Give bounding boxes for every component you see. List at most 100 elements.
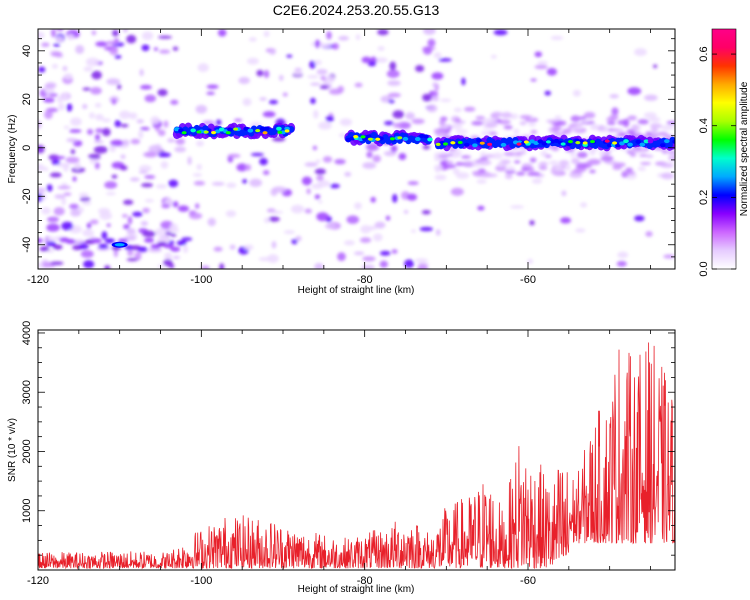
- spectrogram-cell: [645, 154, 654, 159]
- spectrogram-cell: [150, 116, 160, 125]
- spectrogram-cell: [38, 238, 43, 244]
- spectrogram-cell: [516, 171, 526, 176]
- spectrogram-cell: [446, 160, 454, 166]
- band-cell: [463, 142, 470, 147]
- spectrogram-cell: [353, 251, 365, 256]
- spectrogram-cell: [167, 138, 176, 143]
- spectrogram-cell: [521, 163, 533, 167]
- y-tick-label: 20: [21, 93, 33, 105]
- band-hot-spot: [284, 129, 290, 133]
- spectrogram-cell: [86, 128, 94, 135]
- spectrogram-cell: [317, 180, 331, 188]
- spectrogram-cell: [218, 29, 227, 37]
- spectrogram-cell: [405, 112, 415, 120]
- band-hot-spot: [479, 141, 485, 145]
- spectrogram-cell: [439, 160, 448, 167]
- spectrogram-cell: [53, 43, 60, 47]
- band-cell: [672, 139, 675, 144]
- spectrogram-cell: [148, 247, 163, 253]
- spectrogram-cell: [49, 172, 62, 178]
- spectrogram-cell: [365, 143, 380, 151]
- spectrogram-cell: [110, 139, 124, 147]
- spectrogram-cell: [38, 66, 46, 73]
- spectrogram-cell: [111, 174, 118, 179]
- spectrogram-cell: [431, 72, 444, 80]
- spectrogram-cell: [461, 77, 466, 86]
- spectrogram-cell: [411, 229, 417, 233]
- spectrogram-cell: [477, 205, 485, 211]
- spectrogram-cell: [537, 60, 549, 65]
- spectrogram-cell: [46, 184, 53, 192]
- spectrogram-cell: [606, 121, 616, 126]
- spectrogram-cell: [249, 178, 263, 187]
- spectrogram-cell: [329, 183, 340, 189]
- spectrogram-y-axis-label: Frequency (Hz): [7, 115, 18, 184]
- spectrogram-cell: [61, 182, 68, 187]
- spectrogram-cell: [313, 109, 319, 119]
- spectrogram-cell: [158, 35, 172, 39]
- spectrogram-cell: [153, 47, 158, 51]
- spectrogram-cell: [181, 237, 193, 242]
- band-cell: [227, 127, 233, 132]
- spectrogram-cell: [513, 128, 520, 135]
- spectrogram-cell: [233, 118, 243, 122]
- spectrogram-cell: [485, 122, 498, 128]
- y-tick-label: 1000: [21, 498, 33, 522]
- spectrogram-cell: [155, 184, 167, 189]
- spectrogram-cell: [258, 257, 272, 262]
- spectrogram-cell: [318, 44, 332, 48]
- spectrogram-cell: [372, 154, 381, 163]
- spectrogram-cell: [193, 180, 206, 186]
- band-cell: [414, 137, 421, 142]
- spectrogram-cell: [63, 73, 73, 80]
- spectrogram-cell: [85, 57, 100, 67]
- spectrogram-cell: [629, 148, 641, 154]
- spectrogram-cell: [122, 139, 130, 146]
- spectrogram-cell: [452, 168, 460, 175]
- spectrogram-cell: [70, 149, 76, 155]
- spectrogram-cell: [612, 165, 622, 171]
- band-cell: [623, 139, 629, 144]
- spectrogram-cell: [129, 177, 140, 182]
- band-hot-spot: [262, 131, 268, 135]
- spectrogram-cell: [637, 119, 649, 125]
- band-hot-spot: [450, 141, 456, 145]
- band-cell: [472, 143, 478, 148]
- spectrogram-cell: [318, 200, 323, 204]
- spectrogram-cell: [627, 87, 642, 96]
- spectrogram-cell: [529, 157, 537, 163]
- spectrogram-cell: [314, 194, 321, 200]
- spectrogram-cell: [38, 145, 45, 154]
- spectrogram-cell: [611, 128, 624, 132]
- spectrogram-cell: [423, 29, 436, 35]
- spectrogram-cell: [51, 159, 61, 165]
- spectrogram-cell: [52, 244, 63, 250]
- spectrogram-cell: [43, 166, 49, 172]
- spectrogram-cell: [82, 87, 91, 91]
- spectrogram-cell: [510, 205, 525, 209]
- spectrogram-cell: [544, 90, 552, 96]
- spectrogram-cell: [170, 233, 177, 237]
- band-cell: [659, 143, 666, 148]
- x-tick-label: -100: [190, 575, 212, 587]
- spectrogram-cell: [175, 137, 186, 145]
- spectrogram-cell: [600, 125, 609, 133]
- spectrogram-cell: [141, 182, 154, 188]
- spectrogram-cell: [531, 178, 543, 184]
- spectrogram-cell: [579, 116, 587, 121]
- band-hot-spot: [367, 137, 373, 141]
- spectrogram-cell: [66, 138, 78, 143]
- spectrogram-cell: [450, 187, 464, 196]
- spectrogram-cell: [326, 31, 332, 40]
- spectrogram-cell: [120, 154, 126, 160]
- band-hot-spot: [567, 140, 573, 144]
- spectrogram-cell: [46, 241, 57, 247]
- spectrogram-frame: [37, 28, 676, 270]
- spectrogram-cell: [389, 61, 397, 71]
- spectrogram-cell: [63, 192, 72, 196]
- spectrogram-cell: [134, 251, 142, 261]
- spectrogram-cell: [119, 110, 131, 120]
- spectrogram-cell: [80, 250, 94, 258]
- spectrogram-cell: [54, 194, 66, 199]
- spectrogram-cell: [571, 157, 580, 165]
